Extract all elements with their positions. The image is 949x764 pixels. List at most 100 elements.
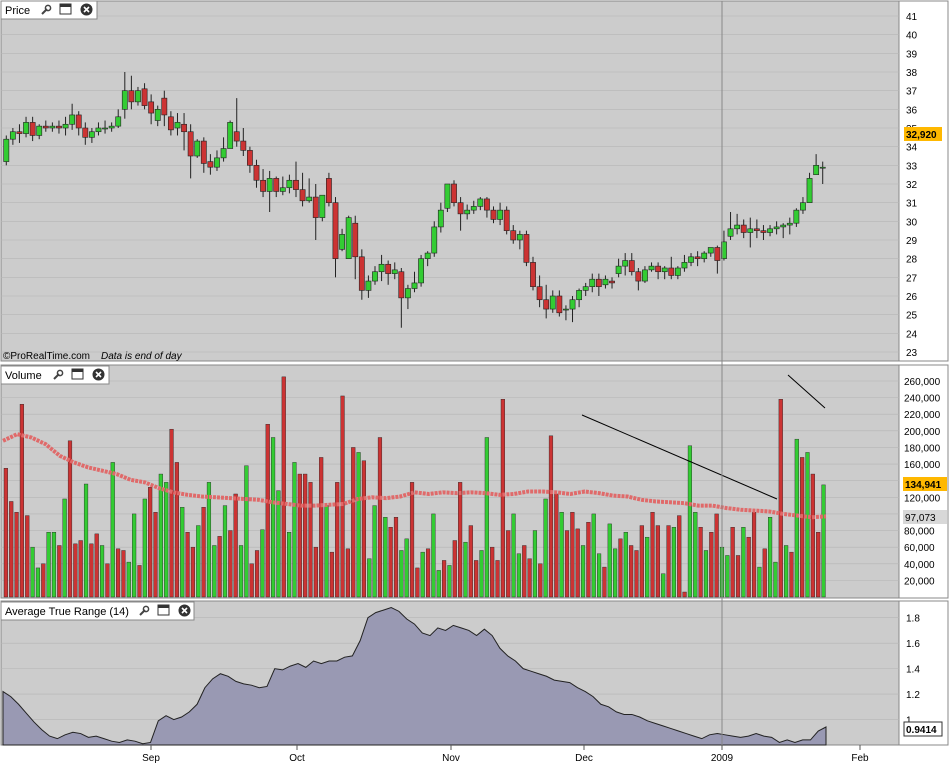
candle-body <box>484 198 490 211</box>
volume-bar <box>67 440 73 598</box>
volume-bar <box>121 550 126 598</box>
volume-bar <box>415 567 420 598</box>
volume-bar <box>399 550 404 598</box>
wrench-icon[interactable] <box>139 605 150 616</box>
candle-body <box>589 278 596 287</box>
candle-body <box>260 179 266 192</box>
close-icon[interactable] <box>80 3 93 16</box>
volume-bar <box>158 473 163 598</box>
volume-bar <box>185 532 190 598</box>
wrench-icon[interactable] <box>53 369 64 380</box>
last-volume-label: 134,941 <box>905 480 942 491</box>
price-tick-label: 39 <box>906 49 918 60</box>
volume-bar <box>340 395 345 598</box>
price-tick-label: 23 <box>906 348 918 359</box>
volume-bar <box>746 536 751 598</box>
volume-bar <box>586 522 591 598</box>
volume-bar <box>751 512 757 598</box>
candle-body <box>385 263 392 274</box>
volume-bar <box>388 527 393 598</box>
candle-body <box>424 252 431 259</box>
volume-bar <box>41 563 46 598</box>
price-tick-label: 25 <box>906 311 918 322</box>
volume-bar <box>276 490 281 598</box>
candle-body <box>707 247 714 254</box>
volume-bar <box>452 540 457 598</box>
window-icon[interactable] <box>59 3 72 15</box>
close-icon[interactable] <box>178 604 191 617</box>
volume-bar <box>500 399 505 598</box>
candle-body <box>490 209 497 220</box>
volume-bar <box>735 555 741 598</box>
volume-bar <box>805 452 810 598</box>
volume-bar <box>361 460 367 598</box>
volume-bar <box>148 487 153 598</box>
volume-bar <box>78 540 83 598</box>
candle-body <box>88 131 95 138</box>
candle-body <box>56 125 62 129</box>
volume-bar <box>602 566 607 598</box>
volume-bar <box>409 482 415 598</box>
price-tick-label: 28 <box>906 255 918 266</box>
volume-bar <box>83 483 89 598</box>
candle-body <box>187 131 194 157</box>
volume-bar <box>9 501 14 598</box>
volume-bar <box>206 482 212 598</box>
volume-bar <box>757 566 762 598</box>
price-tick-label: 34 <box>906 143 918 154</box>
candle-body <box>365 280 372 291</box>
candle-body <box>681 262 688 269</box>
volume-bar <box>559 512 564 598</box>
x-tick-label: Nov <box>442 753 460 764</box>
volume-bar <box>591 513 596 598</box>
last-ma-label: 97,073 <box>905 513 936 524</box>
candle-body <box>69 114 76 125</box>
candle-body <box>299 189 306 202</box>
volume-bar <box>709 532 714 598</box>
candle-body <box>352 222 359 258</box>
volume-bar <box>714 513 719 598</box>
volume-bar <box>597 553 602 598</box>
candle-body <box>326 178 332 203</box>
volume-bar <box>126 561 131 598</box>
price-tick-label: 33 <box>906 161 918 172</box>
volume-bar <box>142 498 147 598</box>
last-ma-badge <box>903 510 947 524</box>
volume-bar <box>436 570 441 598</box>
volume-bar <box>335 482 340 598</box>
candle-body <box>75 114 82 129</box>
volume-bar <box>217 536 222 598</box>
candle-body <box>319 194 326 218</box>
wrench-icon[interactable] <box>41 4 52 15</box>
volume-tick-label: 160,000 <box>904 460 941 471</box>
close-icon[interactable] <box>92 368 105 381</box>
volume-bar <box>687 445 692 598</box>
candle-body <box>121 90 128 110</box>
candle-body <box>306 196 313 202</box>
window-icon[interactable] <box>157 604 170 616</box>
atr-area <box>2 607 827 746</box>
volume-bar <box>639 525 644 598</box>
candle-body <box>694 256 701 259</box>
window-icon[interactable] <box>71 368 84 380</box>
volume-tick-label: 80,000 <box>904 527 935 538</box>
candle-body <box>312 196 319 218</box>
candle-body <box>339 234 345 250</box>
volume-tick-label: 20,000 <box>904 576 935 587</box>
price-tick-label: 24 <box>906 329 918 340</box>
price-tick-label: 29 <box>906 236 918 247</box>
candle-body <box>780 224 787 228</box>
volume-bar <box>351 447 356 598</box>
price-tick-label: 38 <box>906 68 918 79</box>
volume-bar <box>623 532 628 598</box>
volume-bar <box>495 560 500 598</box>
volume-bar <box>89 543 94 598</box>
candle-body <box>477 198 484 207</box>
volume-bar <box>511 513 516 598</box>
volume-bar <box>682 591 687 598</box>
volume-bar <box>297 473 302 598</box>
volume-bar <box>425 548 431 598</box>
price-panel: 23242526272829303132333435363738394041 P… <box>0 0 949 362</box>
candle-body <box>661 267 668 273</box>
price-axis-area <box>898 0 949 362</box>
